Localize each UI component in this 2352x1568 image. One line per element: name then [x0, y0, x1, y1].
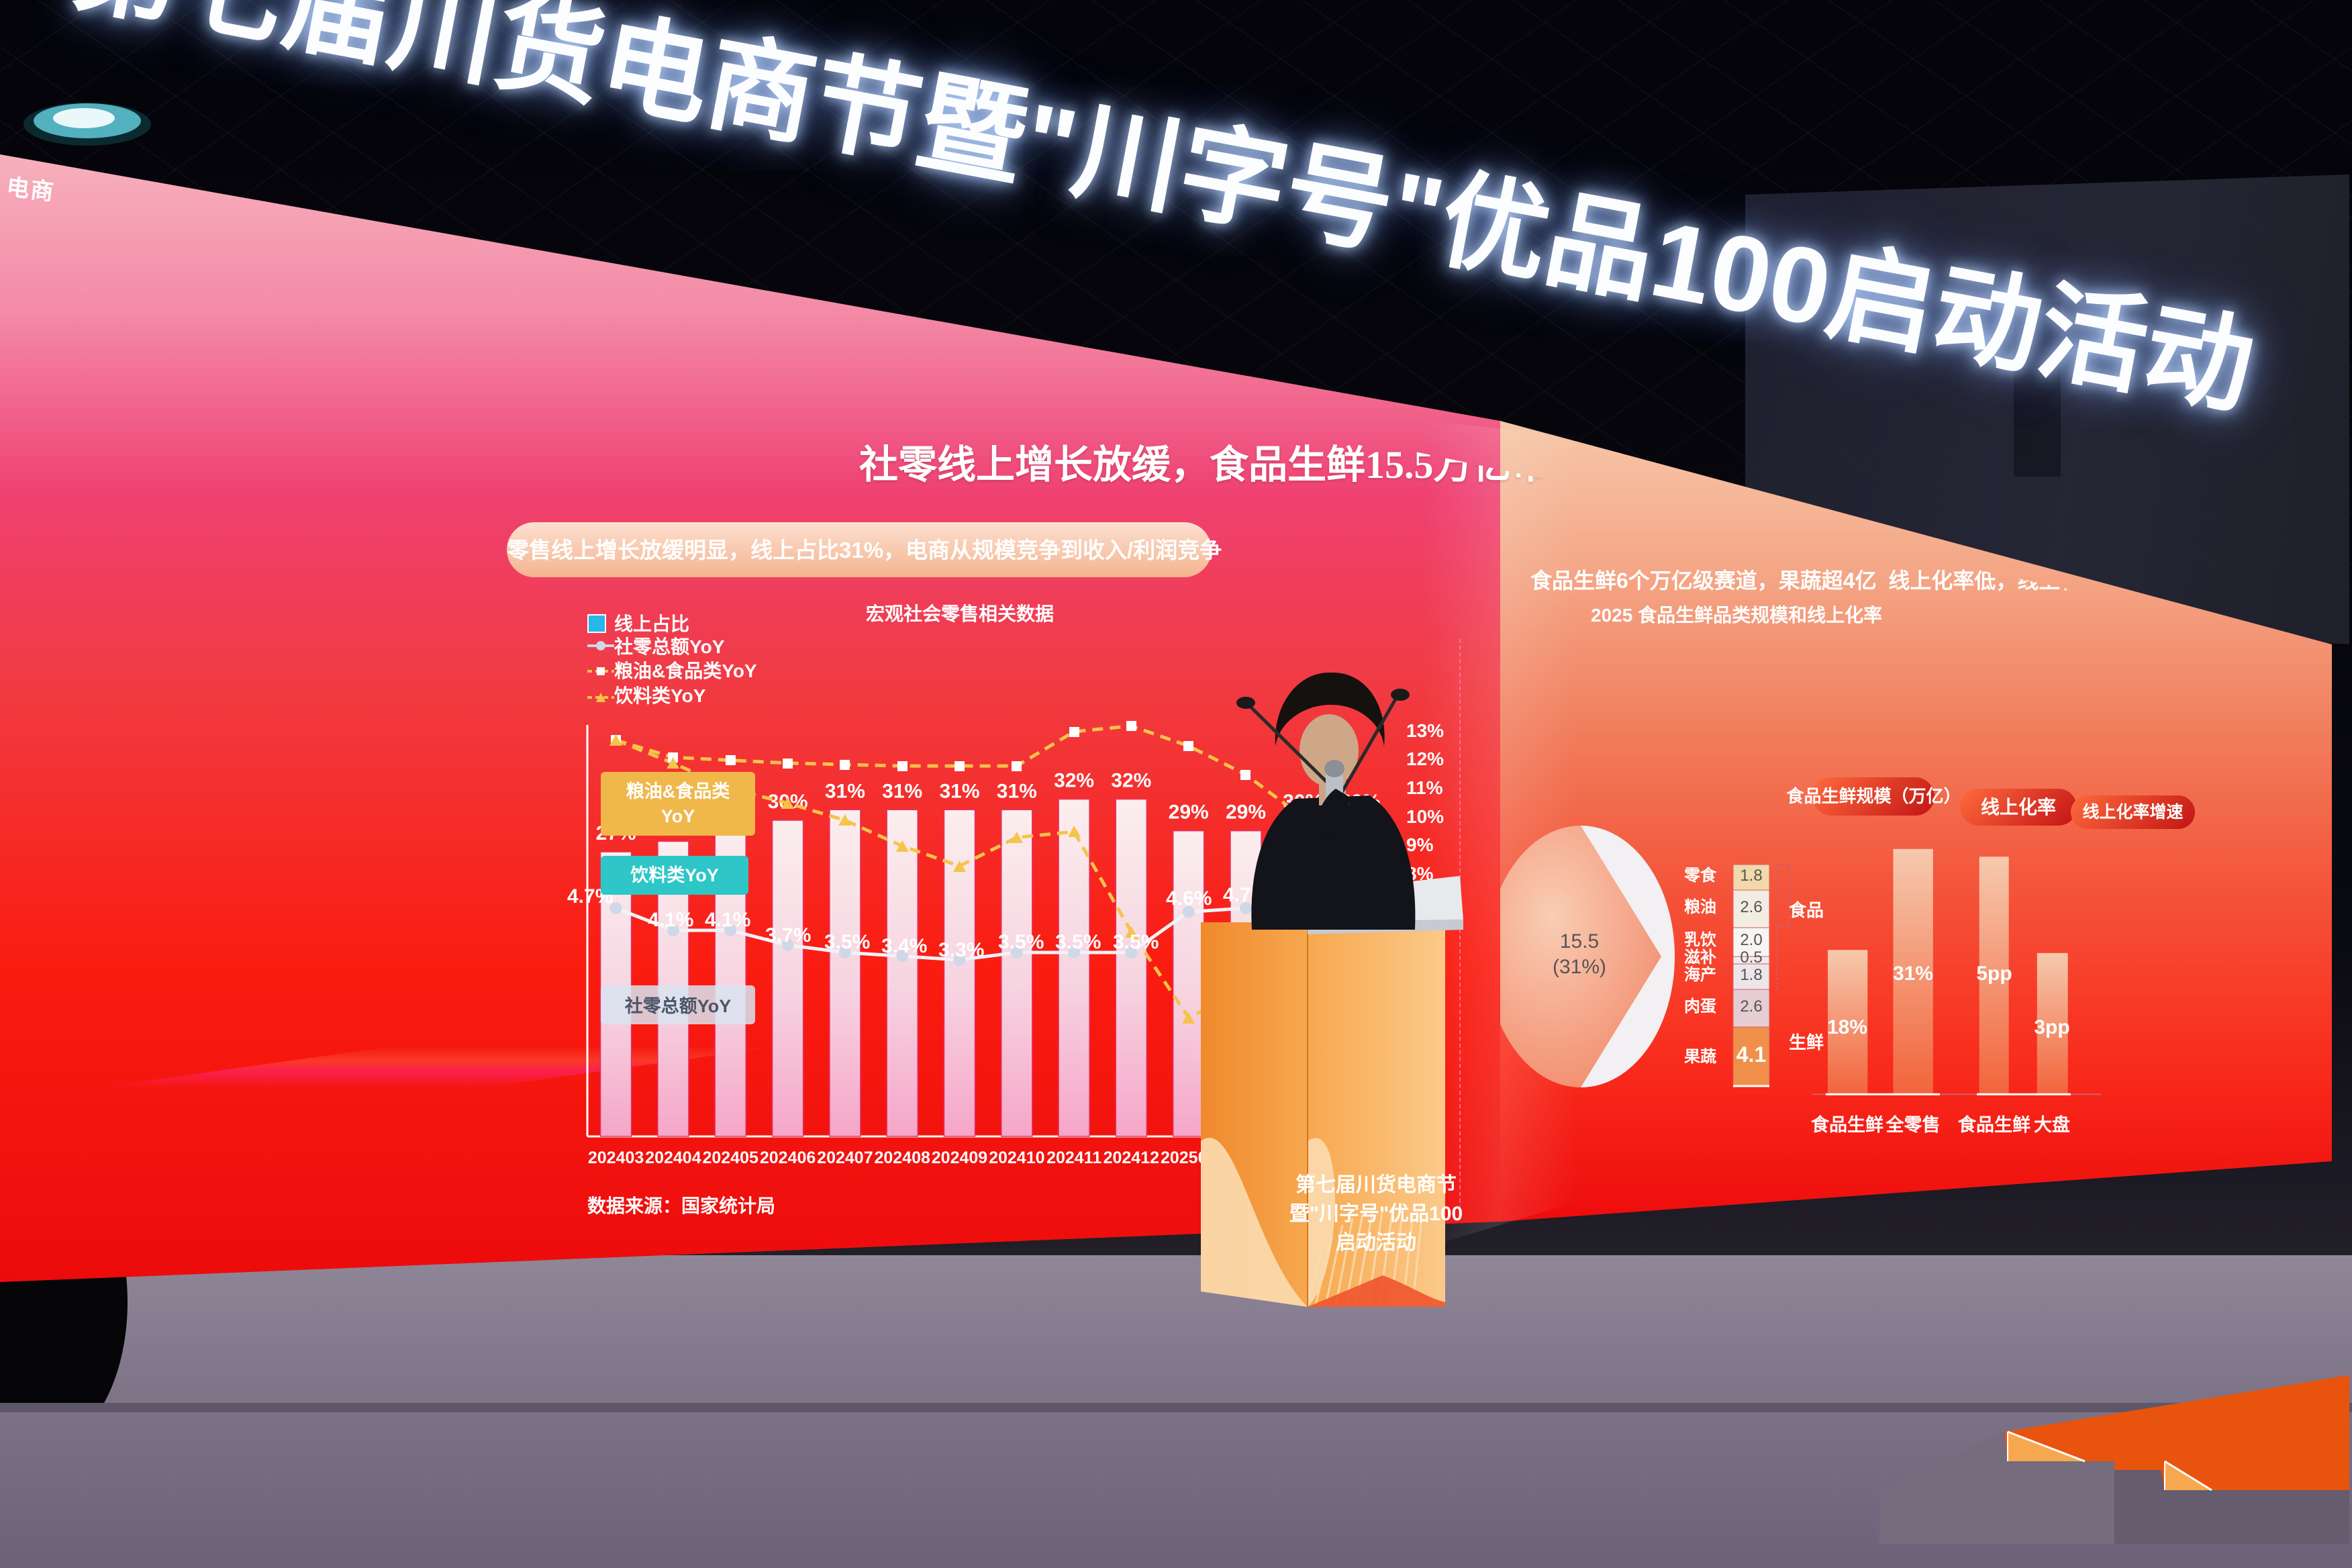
svg-text:启动活动: 启动活动 [1336, 1232, 1416, 1254]
svg-text:暨"川字号"优品100: 暨"川字号"优品100 [1289, 1202, 1463, 1225]
svg-text:第七届川货电商节: 第七届川货电商节 [1295, 1173, 1457, 1196]
